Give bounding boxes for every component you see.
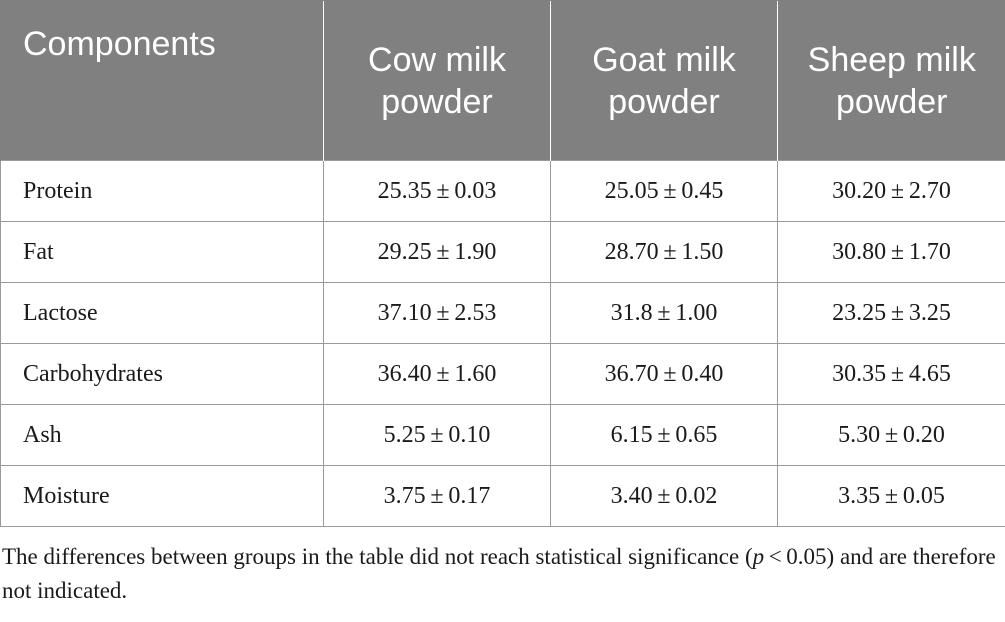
- table-row: Ash 5.25 ± 0.10 6.15 ± 0.65 5.30 ± 0.20: [0, 404, 1005, 466]
- header-cow-milk-powder: Cow milk powder: [323, 0, 551, 161]
- component-cell: Fat: [0, 221, 324, 283]
- goat-value-cell: 28.70 ± 1.50: [550, 221, 778, 283]
- composition-table: Components Cow milk powder Goat milk pow…: [0, 0, 1005, 527]
- header-components: Components: [0, 0, 324, 161]
- component-cell: Moisture: [0, 465, 324, 527]
- table-row: Protein 25.35 ± 0.03 25.05 ± 0.45 30.20 …: [0, 160, 1005, 222]
- footnote-p-symbol: p: [752, 544, 765, 569]
- table-row: Carbohydrates 36.40 ± 1.60 36.70 ± 0.40 …: [0, 343, 1005, 405]
- cow-value-cell: 36.40 ± 1.60: [323, 343, 551, 405]
- component-cell: Protein: [0, 160, 324, 222]
- table-row: Lactose 37.10 ± 2.53 31.8 ± 1.00 23.25 ±…: [0, 282, 1005, 344]
- sheep-value-cell: 30.80 ± 1.70: [777, 221, 1005, 283]
- header-goat-milk-powder: Goat milk powder: [550, 0, 778, 161]
- table-footnote: The differences between groups in the ta…: [2, 540, 1002, 608]
- cow-value-cell: 29.25 ± 1.90: [323, 221, 551, 283]
- goat-value-cell: 36.70 ± 0.40: [550, 343, 778, 405]
- component-cell: Lactose: [0, 282, 324, 344]
- sheep-value-cell: 5.30 ± 0.20: [777, 404, 1005, 466]
- table-body: Protein 25.35 ± 0.03 25.05 ± 0.45 30.20 …: [0, 160, 1005, 527]
- goat-value-cell: 3.40 ± 0.02: [550, 465, 778, 527]
- cow-value-cell: 5.25 ± 0.10: [323, 404, 551, 466]
- component-cell: Carbohydrates: [0, 343, 324, 405]
- sheep-value-cell: 30.35 ± 4.65: [777, 343, 1005, 405]
- sheep-value-cell: 3.35 ± 0.05: [777, 465, 1005, 527]
- goat-value-cell: 6.15 ± 0.65: [550, 404, 778, 466]
- footnote-text-after: < 0.05) and are therefore not indicated.: [2, 544, 996, 603]
- cow-value-cell: 25.35 ± 0.03: [323, 160, 551, 222]
- cow-value-cell: 3.75 ± 0.17: [323, 465, 551, 527]
- table-header: Components Cow milk powder Goat milk pow…: [0, 0, 1005, 161]
- header-row: Components Cow milk powder Goat milk pow…: [0, 0, 1005, 161]
- header-sheep-milk-powder: Sheep milk powder: [777, 0, 1005, 161]
- component-cell: Ash: [0, 404, 324, 466]
- sheep-value-cell: 30.20 ± 2.70: [777, 160, 1005, 222]
- goat-value-cell: 31.8 ± 1.00: [550, 282, 778, 344]
- sheep-value-cell: 23.25 ± 3.25: [777, 282, 1005, 344]
- table-row: Moisture 3.75 ± 0.17 3.40 ± 0.02 3.35 ± …: [0, 465, 1005, 527]
- footnote-text-before: The differences between groups in the ta…: [2, 544, 753, 569]
- goat-value-cell: 25.05 ± 0.45: [550, 160, 778, 222]
- cow-value-cell: 37.10 ± 2.53: [323, 282, 551, 344]
- table-row: Fat 29.25 ± 1.90 28.70 ± 1.50 30.80 ± 1.…: [0, 221, 1005, 283]
